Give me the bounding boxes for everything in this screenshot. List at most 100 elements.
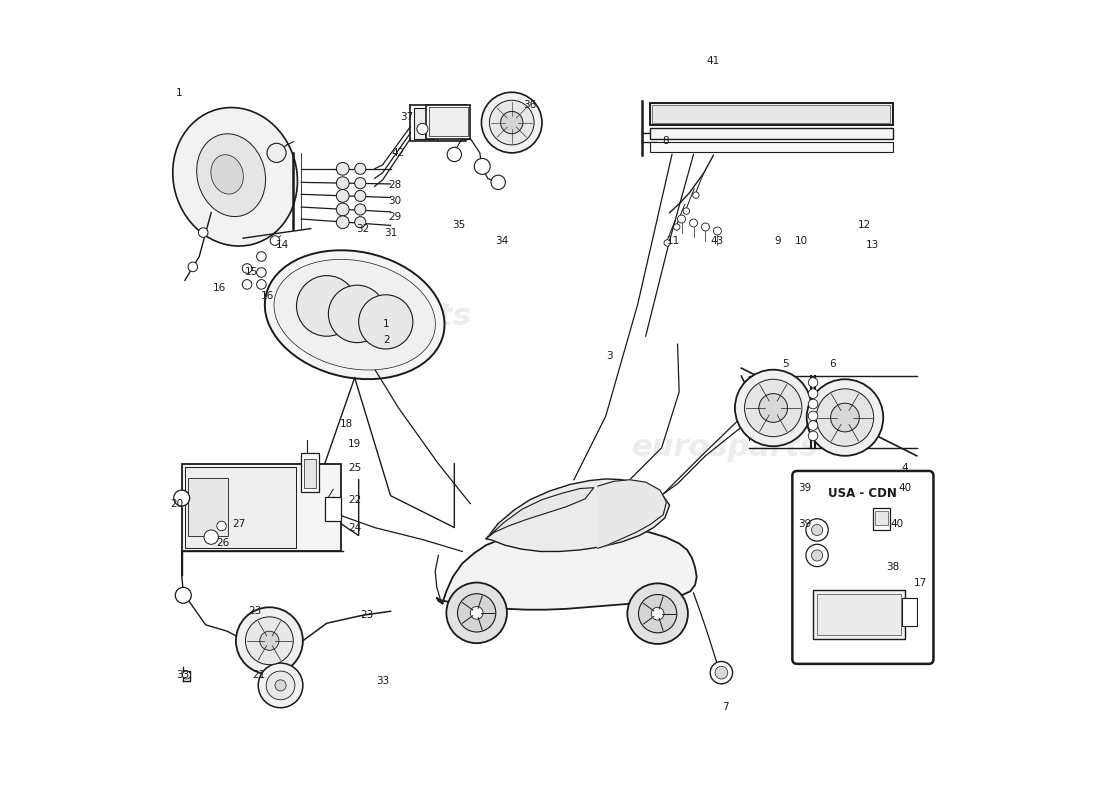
Text: 15: 15 <box>244 267 257 278</box>
Bar <box>185 467 297 548</box>
Polygon shape <box>487 488 594 537</box>
Circle shape <box>651 607 664 620</box>
Circle shape <box>337 190 349 202</box>
Text: 29: 29 <box>388 212 401 222</box>
Circle shape <box>627 583 688 644</box>
Text: 36: 36 <box>524 100 537 110</box>
Bar <box>415 108 434 138</box>
Circle shape <box>175 587 191 603</box>
Circle shape <box>812 524 823 535</box>
Text: 9: 9 <box>774 235 781 246</box>
Text: 6: 6 <box>829 359 836 369</box>
Circle shape <box>354 217 366 228</box>
Circle shape <box>482 92 542 153</box>
Text: 11: 11 <box>667 235 680 246</box>
Text: 1: 1 <box>383 319 389 330</box>
Text: 33: 33 <box>177 670 190 680</box>
Circle shape <box>702 223 710 231</box>
Circle shape <box>806 379 883 456</box>
Circle shape <box>271 236 279 246</box>
Text: 10: 10 <box>794 235 807 246</box>
Text: 1: 1 <box>176 88 183 98</box>
Circle shape <box>245 617 294 665</box>
Circle shape <box>266 671 295 700</box>
Bar <box>650 102 893 125</box>
Circle shape <box>690 219 697 227</box>
Bar <box>427 105 471 138</box>
Circle shape <box>337 216 349 229</box>
Circle shape <box>235 607 302 674</box>
Circle shape <box>745 379 802 437</box>
Text: 23: 23 <box>249 606 262 616</box>
Text: 7: 7 <box>722 702 728 712</box>
Circle shape <box>808 399 818 409</box>
Circle shape <box>806 544 828 566</box>
Text: 40: 40 <box>899 482 911 493</box>
Circle shape <box>491 175 505 190</box>
Text: 8: 8 <box>662 136 669 146</box>
Circle shape <box>759 394 788 422</box>
Text: 19: 19 <box>348 439 361 449</box>
Text: eurosparts: eurosparts <box>632 434 818 462</box>
Circle shape <box>256 268 266 278</box>
Circle shape <box>678 215 685 223</box>
Text: 41: 41 <box>707 56 721 66</box>
Bar <box>650 142 893 152</box>
Circle shape <box>806 518 828 541</box>
Circle shape <box>714 227 722 235</box>
Ellipse shape <box>265 250 444 379</box>
Circle shape <box>275 680 286 691</box>
Circle shape <box>354 163 366 174</box>
Circle shape <box>673 224 680 230</box>
Text: 38: 38 <box>887 562 900 573</box>
Bar <box>817 594 901 635</box>
Text: 24: 24 <box>348 522 361 533</box>
Circle shape <box>830 403 859 432</box>
Circle shape <box>258 663 303 708</box>
Text: 3: 3 <box>606 351 613 361</box>
Bar <box>876 511 888 525</box>
Circle shape <box>683 208 690 214</box>
Circle shape <box>808 421 818 430</box>
Circle shape <box>490 100 535 145</box>
Circle shape <box>500 111 522 134</box>
Bar <box>301 454 319 492</box>
Text: 43: 43 <box>711 235 724 246</box>
Bar <box>188 478 228 535</box>
Text: 35: 35 <box>452 220 465 230</box>
Text: 30: 30 <box>388 196 401 206</box>
Text: 20: 20 <box>170 498 184 509</box>
Circle shape <box>474 158 491 174</box>
Text: 16: 16 <box>261 291 274 302</box>
Circle shape <box>816 389 873 446</box>
Circle shape <box>430 110 443 123</box>
Circle shape <box>256 252 266 262</box>
Text: USA - CDN: USA - CDN <box>828 486 898 500</box>
Circle shape <box>188 262 198 272</box>
Circle shape <box>812 550 823 561</box>
Text: 31: 31 <box>384 227 397 238</box>
Circle shape <box>447 582 507 643</box>
Circle shape <box>329 286 386 342</box>
Circle shape <box>337 162 349 175</box>
Ellipse shape <box>211 154 243 194</box>
Bar <box>650 128 893 139</box>
Circle shape <box>664 240 670 246</box>
Polygon shape <box>437 526 696 610</box>
Circle shape <box>217 521 227 530</box>
Circle shape <box>471 606 483 619</box>
Circle shape <box>260 631 279 650</box>
Bar <box>429 107 468 136</box>
Circle shape <box>711 662 733 684</box>
Text: 21: 21 <box>252 670 265 680</box>
Text: 39: 39 <box>799 518 812 529</box>
Text: 5: 5 <box>782 359 789 369</box>
Text: 28: 28 <box>388 180 401 190</box>
Polygon shape <box>486 479 670 551</box>
Text: 18: 18 <box>340 419 353 429</box>
Polygon shape <box>597 480 667 548</box>
Text: eurosparts: eurosparts <box>285 302 472 330</box>
Circle shape <box>735 370 812 446</box>
Circle shape <box>808 389 818 398</box>
Circle shape <box>256 280 266 289</box>
